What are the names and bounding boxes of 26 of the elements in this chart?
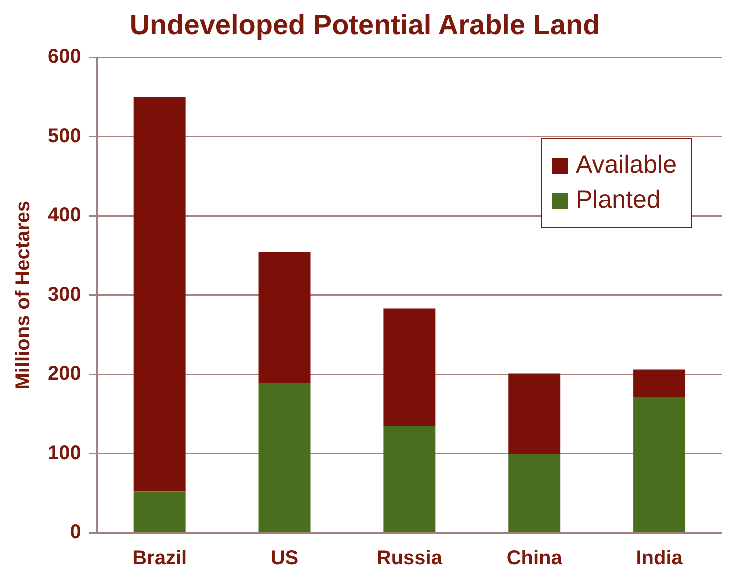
y-axis-title: Millions of Hectares xyxy=(12,200,35,390)
legend-label: Available xyxy=(576,151,677,180)
x-tick-label: Brazil xyxy=(132,548,188,570)
chart-title: Undeveloped Potential Arable Land xyxy=(130,10,600,41)
bar xyxy=(134,97,186,492)
bar xyxy=(384,308,436,426)
bar xyxy=(508,454,561,532)
y-tick-label: 200 xyxy=(48,363,82,386)
bar xyxy=(508,374,561,455)
bar xyxy=(634,398,686,532)
bar xyxy=(634,370,686,398)
x-tick-label: India xyxy=(636,548,684,570)
y-tick-label: 300 xyxy=(48,284,82,306)
bar xyxy=(258,252,311,384)
y-tick-label: 0 xyxy=(70,522,82,544)
bar xyxy=(134,492,186,532)
bar xyxy=(258,383,311,532)
x-tick-label: China xyxy=(506,548,564,570)
x-tick-label: US xyxy=(270,548,299,570)
y-tick-label: 600 xyxy=(48,46,82,68)
legend-label: Planted xyxy=(576,186,661,215)
y-tick-label: 400 xyxy=(48,204,82,227)
y-tick-label: 500 xyxy=(48,125,82,148)
y-tick-label: 100 xyxy=(48,442,82,464)
bar xyxy=(384,426,436,532)
x-tick-label: Russia xyxy=(376,548,444,570)
